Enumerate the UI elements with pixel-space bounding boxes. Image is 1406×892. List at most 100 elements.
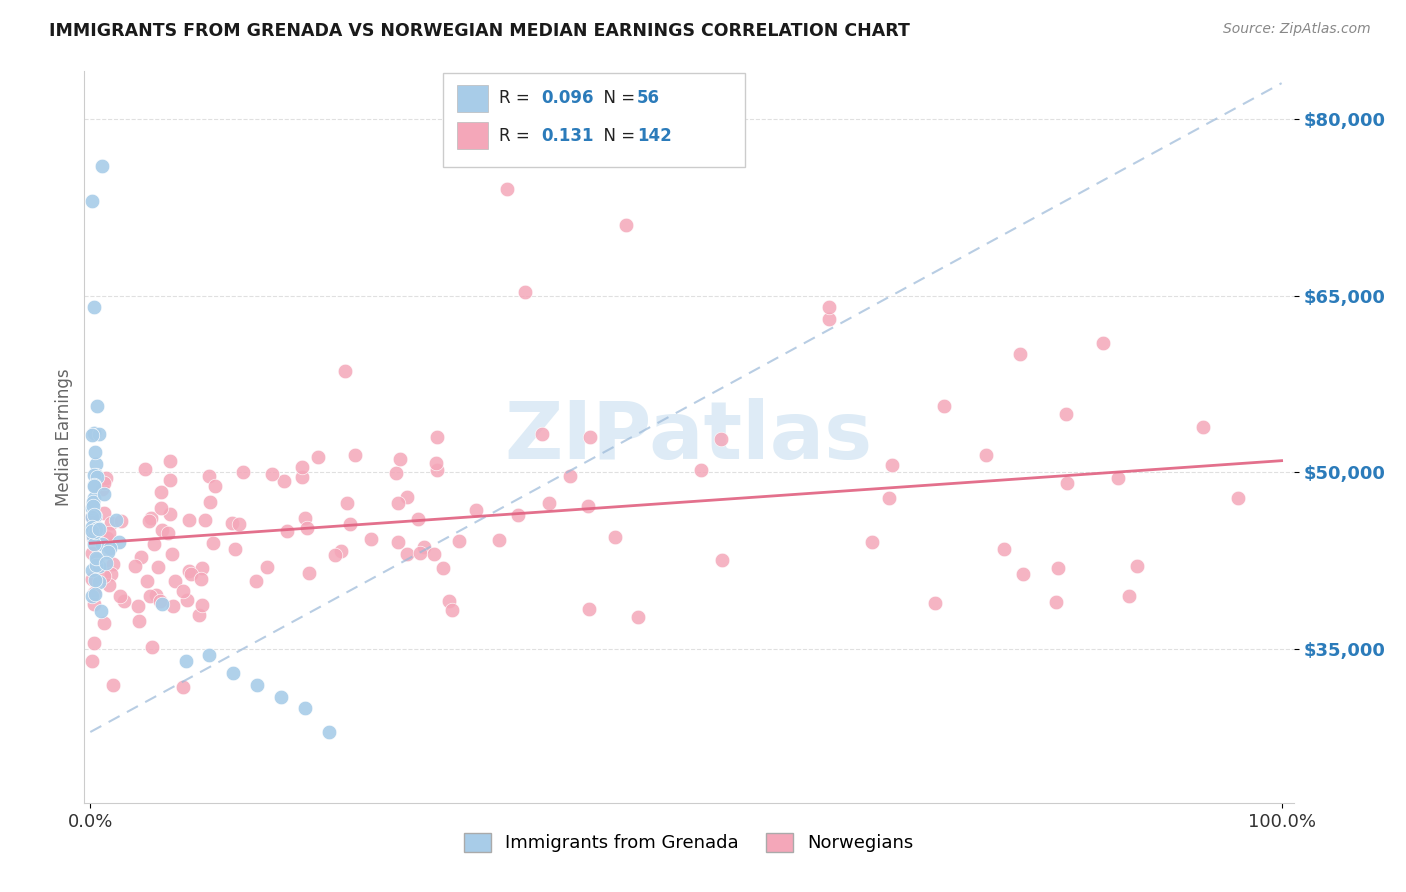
Point [412, 541, 434, 555]
Point [710, 432, 733, 446]
Point [138, 514, 160, 528]
Point [93, 506, 115, 520]
Point [87, 522, 110, 536]
Point [83, 508, 105, 522]
Point [465, 502, 488, 516]
Point [143, 536, 166, 550]
Point [105, 513, 128, 527]
Point [80, 509, 103, 524]
Point [426, 430, 449, 444]
Point [222, 666, 245, 681]
Point [860, 534, 883, 549]
Point [163, 574, 186, 589]
Point [294, 511, 316, 525]
Point [256, 560, 278, 574]
Point [97, 525, 120, 540]
Point [162, 599, 184, 613]
Point [98, 541, 121, 555]
Point [84, 558, 107, 573]
Text: ZIPatlas: ZIPatlas [505, 398, 873, 476]
Point [558, 469, 581, 483]
Point [83, 478, 105, 492]
Point [159, 508, 181, 522]
Point [100, 516, 122, 530]
Point [80, 563, 103, 577]
Point [177, 513, 200, 527]
Point [201, 535, 224, 549]
Point [86, 551, 108, 566]
Point [100, 566, 122, 581]
Point [83, 491, 105, 505]
Point [83, 468, 105, 483]
Point [579, 430, 602, 444]
Point [228, 517, 250, 532]
Point [83, 425, 105, 440]
Point [141, 640, 163, 654]
Point [396, 548, 419, 562]
Point [128, 614, 150, 628]
Point [93, 475, 115, 490]
Point [273, 475, 295, 489]
Point [578, 602, 600, 616]
Point [84, 445, 107, 459]
Point [159, 454, 181, 468]
Point [818, 312, 841, 326]
Point [82, 499, 104, 513]
Point [80, 428, 103, 442]
Point [83, 636, 105, 650]
Point [1192, 420, 1215, 434]
Point [83, 537, 105, 551]
Point [172, 584, 194, 599]
Point [191, 599, 214, 613]
Point [146, 560, 169, 574]
Point [537, 496, 560, 510]
Point [84, 468, 107, 483]
Point [388, 452, 411, 467]
Point [172, 681, 194, 695]
Point [145, 588, 167, 602]
Point [136, 574, 159, 588]
Point [149, 593, 172, 607]
Point [160, 547, 183, 561]
Text: 56: 56 [637, 89, 659, 107]
Point [94, 471, 117, 485]
Point [276, 524, 298, 539]
Point [578, 499, 600, 513]
Text: 0.131: 0.131 [541, 127, 593, 145]
Point [408, 512, 430, 526]
Point [1045, 595, 1067, 609]
Point [110, 514, 132, 528]
Point [80, 572, 103, 586]
Point [232, 465, 254, 479]
Point [87, 426, 110, 441]
Point [530, 427, 553, 442]
Point [1008, 347, 1031, 361]
Point [1226, 491, 1249, 506]
Point [409, 546, 432, 560]
Point [423, 547, 446, 561]
Point [91, 159, 114, 173]
Point [83, 524, 105, 539]
Point [449, 534, 471, 549]
Point [432, 561, 454, 575]
Point [1011, 566, 1033, 581]
Point [387, 496, 409, 510]
Point [91, 483, 114, 497]
Point [156, 526, 179, 541]
Point [82, 495, 104, 509]
Point [440, 603, 463, 617]
Point [818, 301, 841, 315]
Point [496, 182, 519, 196]
Point [83, 301, 105, 315]
Point [84, 457, 107, 471]
Point [297, 521, 319, 535]
Point [360, 533, 382, 547]
Point [993, 542, 1015, 557]
Point [101, 557, 124, 571]
Point [333, 364, 356, 378]
Point [94, 556, 117, 570]
Point [344, 448, 367, 462]
Point [112, 594, 135, 608]
Point [246, 678, 269, 692]
Point [89, 604, 111, 618]
